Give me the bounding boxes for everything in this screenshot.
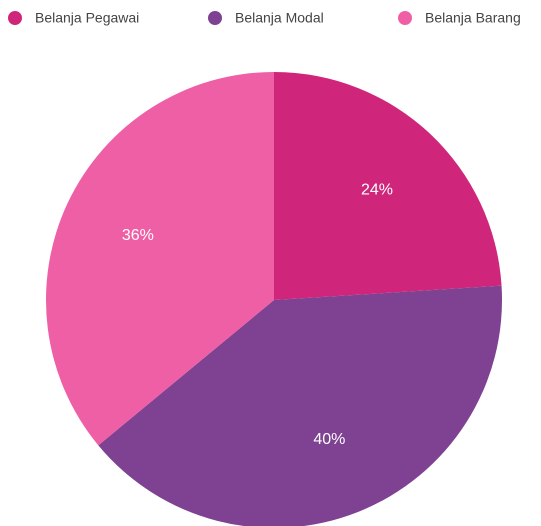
pie-slice [98,285,502,526]
pie-slice [274,72,502,300]
pie-slice [46,72,275,446]
legend-label: Belanja Modal [235,10,324,26]
data-label: 24% [361,182,393,199]
legend-label: Belanja Pegawai [35,10,139,26]
legend-swatch [398,11,412,25]
data-label: 40% [313,431,345,448]
legend-swatch [208,11,222,25]
legend-label: Belanja Barang [425,10,521,26]
data-label: 36% [122,227,154,244]
legend-swatch [8,11,22,25]
